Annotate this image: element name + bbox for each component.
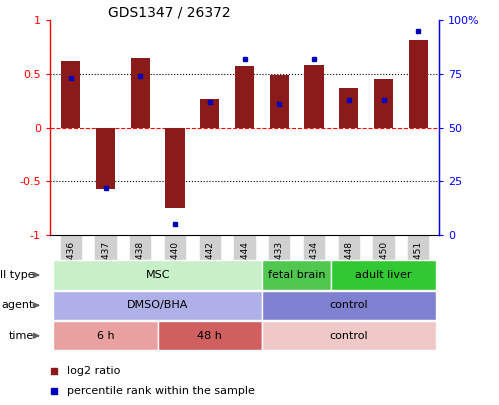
Bar (339, 88, 358, 128)
Bar (96, 128, 115, 189)
Text: time: time (9, 331, 34, 341)
Bar (262, 321, 436, 350)
Bar (331, 260, 436, 290)
Bar (131, 58, 150, 128)
Bar (200, 98, 220, 128)
Bar (304, 65, 323, 128)
Text: MSC: MSC (145, 270, 170, 280)
Text: control: control (329, 331, 368, 341)
Bar (374, 79, 393, 128)
Bar (262, 291, 436, 320)
Text: GDS1347 / 26372: GDS1347 / 26372 (108, 5, 231, 19)
Text: 6 h: 6 h (97, 331, 114, 341)
Bar (166, 128, 185, 208)
Bar (262, 260, 331, 290)
Text: control: control (329, 301, 368, 310)
Text: DMSO/BHA: DMSO/BHA (127, 301, 188, 310)
Bar (53, 321, 158, 350)
Bar (409, 40, 428, 128)
Text: agent: agent (2, 301, 34, 310)
Bar (53, 260, 262, 290)
Bar (61, 61, 80, 128)
Text: cell type: cell type (0, 270, 34, 280)
Text: percentile rank within the sample: percentile rank within the sample (67, 386, 255, 396)
Text: 48 h: 48 h (197, 331, 222, 341)
Bar (53, 291, 262, 320)
Text: log2 ratio: log2 ratio (67, 366, 121, 375)
Bar (269, 75, 289, 128)
Bar (158, 321, 262, 350)
Bar (235, 66, 254, 128)
Text: adult liver: adult liver (355, 270, 412, 280)
Text: fetal brain: fetal brain (268, 270, 325, 280)
